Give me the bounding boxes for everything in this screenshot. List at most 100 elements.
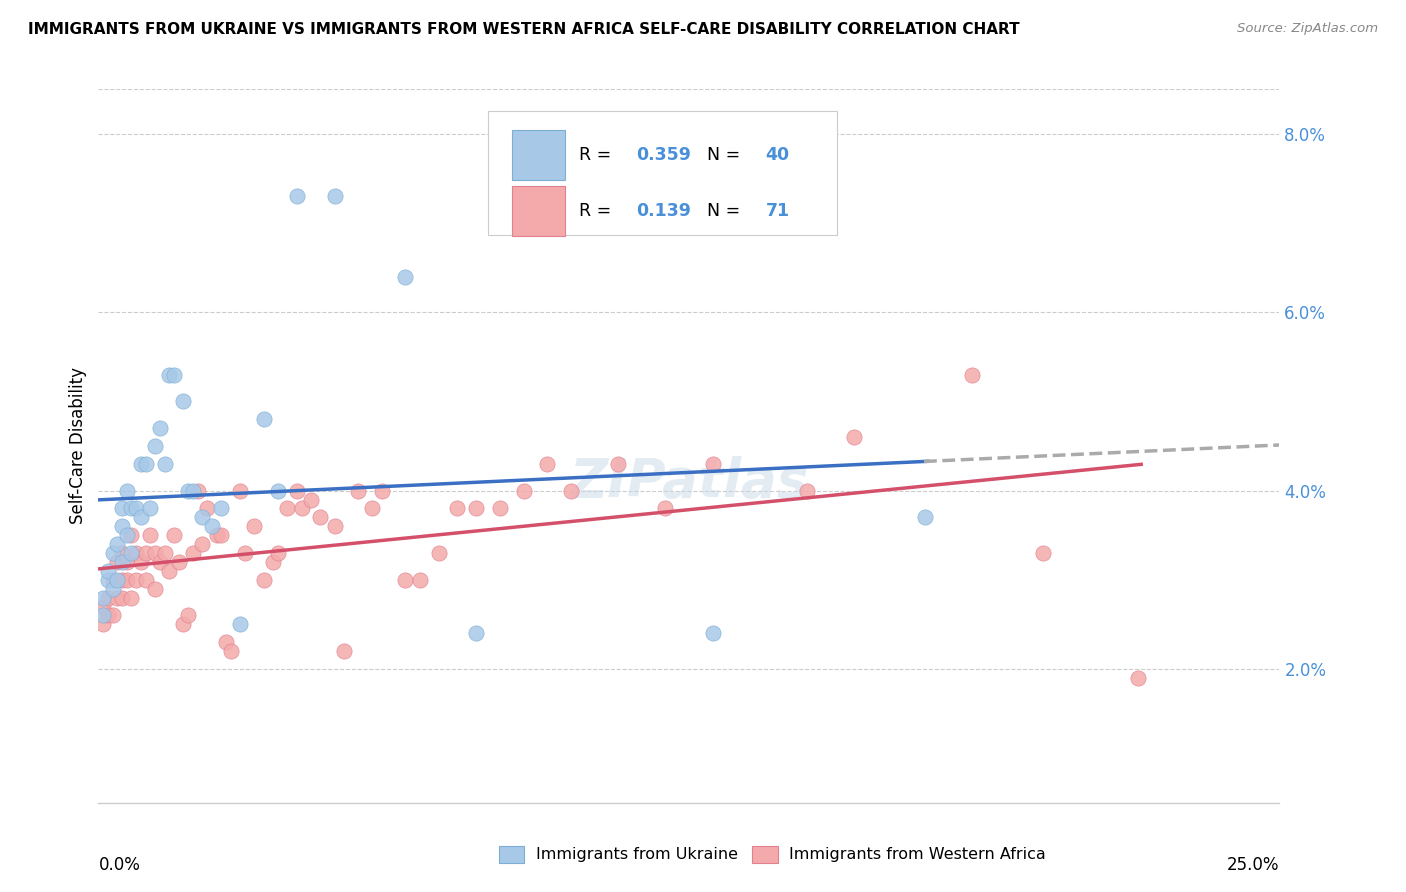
- Point: [139, 528, 162, 542]
- Point: [157, 368, 180, 382]
- Point: [149, 555, 172, 569]
- Point: [111, 555, 134, 569]
- Point: [209, 528, 232, 542]
- Point: [153, 546, 176, 560]
- Text: N =: N =: [707, 202, 745, 219]
- Point: [143, 546, 166, 560]
- Point: [135, 573, 157, 587]
- Point: [97, 591, 120, 605]
- Point: [243, 519, 266, 533]
- Point: [233, 546, 256, 560]
- Point: [121, 501, 143, 516]
- Point: [105, 573, 128, 587]
- Point: [446, 501, 468, 516]
- FancyBboxPatch shape: [512, 130, 565, 180]
- Text: 0.139: 0.139: [636, 202, 690, 219]
- Y-axis label: Self-Care Disability: Self-Care Disability: [69, 368, 87, 524]
- Point: [135, 457, 157, 471]
- Point: [560, 483, 582, 498]
- Text: R =: R =: [579, 146, 617, 164]
- Point: [101, 546, 124, 560]
- Point: [135, 546, 157, 560]
- Point: [172, 617, 194, 632]
- Point: [181, 483, 204, 498]
- Point: [111, 591, 134, 605]
- Point: [139, 501, 162, 516]
- Point: [253, 412, 276, 426]
- Point: [101, 608, 124, 623]
- Point: [177, 483, 200, 498]
- Point: [149, 421, 172, 435]
- Text: 40: 40: [766, 146, 790, 164]
- Point: [465, 501, 488, 516]
- Point: [309, 510, 332, 524]
- Point: [209, 501, 232, 516]
- Point: [157, 564, 180, 578]
- Point: [215, 635, 238, 649]
- Point: [299, 492, 322, 507]
- Point: [101, 573, 124, 587]
- Point: [115, 528, 138, 542]
- Text: ZIPatlas: ZIPatlas: [569, 456, 808, 508]
- Point: [91, 617, 114, 632]
- Text: Immigrants from Western Africa: Immigrants from Western Africa: [789, 847, 1046, 862]
- Point: [115, 483, 138, 498]
- Point: [229, 483, 252, 498]
- Point: [101, 582, 124, 596]
- Point: [191, 510, 214, 524]
- Text: 0.0%: 0.0%: [98, 856, 141, 874]
- Point: [129, 555, 152, 569]
- Point: [177, 608, 200, 623]
- Point: [105, 591, 128, 605]
- Point: [962, 368, 984, 382]
- Point: [121, 546, 143, 560]
- Text: 25.0%: 25.0%: [1227, 856, 1279, 874]
- Point: [1032, 546, 1054, 560]
- Point: [394, 269, 416, 284]
- Point: [394, 573, 416, 587]
- Text: 71: 71: [766, 202, 790, 219]
- Point: [167, 555, 190, 569]
- Point: [181, 546, 204, 560]
- Point: [143, 582, 166, 596]
- Point: [191, 537, 214, 551]
- Text: N =: N =: [707, 146, 745, 164]
- Point: [187, 483, 209, 498]
- Point: [105, 537, 128, 551]
- Point: [347, 483, 370, 498]
- Text: Source: ZipAtlas.com: Source: ZipAtlas.com: [1237, 22, 1378, 36]
- Point: [163, 368, 186, 382]
- Point: [172, 394, 194, 409]
- Point: [91, 608, 114, 623]
- Point: [465, 626, 488, 640]
- Point: [654, 501, 676, 516]
- Point: [512, 483, 534, 498]
- Point: [111, 546, 134, 560]
- Point: [844, 430, 866, 444]
- Point: [267, 546, 290, 560]
- Point: [489, 501, 512, 516]
- Point: [105, 555, 128, 569]
- Point: [285, 189, 308, 203]
- Point: [91, 599, 114, 614]
- Point: [195, 501, 218, 516]
- Point: [201, 519, 224, 533]
- FancyBboxPatch shape: [512, 186, 565, 235]
- Text: IMMIGRANTS FROM UKRAINE VS IMMIGRANTS FROM WESTERN AFRICA SELF-CARE DISABILITY C: IMMIGRANTS FROM UKRAINE VS IMMIGRANTS FR…: [28, 22, 1019, 37]
- Point: [229, 617, 252, 632]
- Point: [115, 555, 138, 569]
- Point: [361, 501, 384, 516]
- Point: [427, 546, 450, 560]
- Point: [796, 483, 818, 498]
- Point: [267, 483, 290, 498]
- Point: [153, 457, 176, 471]
- Point: [125, 546, 148, 560]
- Point: [914, 510, 936, 524]
- Point: [333, 644, 356, 658]
- Point: [607, 457, 630, 471]
- Text: R =: R =: [579, 202, 617, 219]
- Point: [97, 564, 120, 578]
- Point: [91, 591, 114, 605]
- Point: [285, 483, 308, 498]
- Point: [290, 501, 312, 516]
